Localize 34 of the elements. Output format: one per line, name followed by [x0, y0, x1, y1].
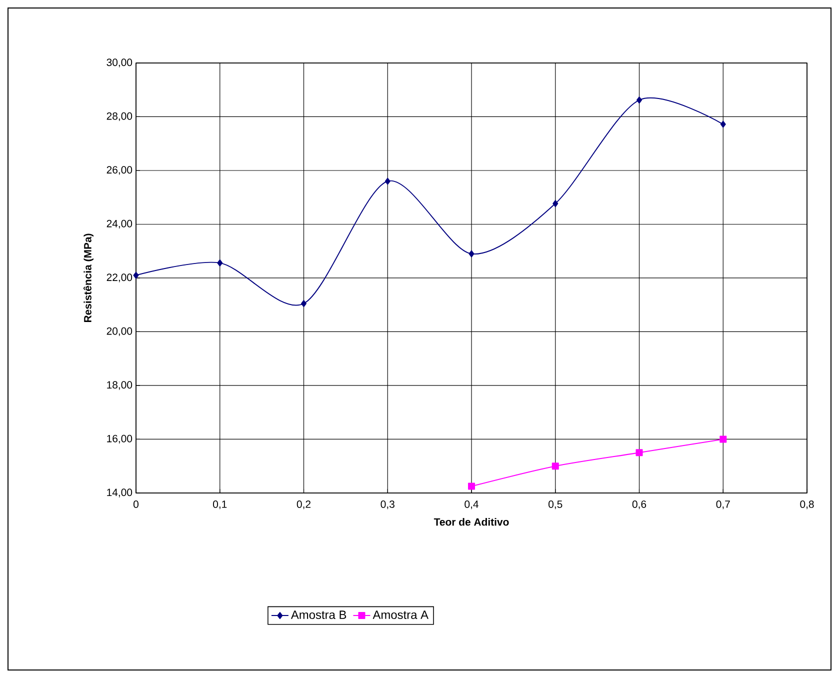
point — [133, 272, 139, 279]
x-tick-label: 0,7 — [716, 500, 730, 510]
x-axis-title: Teor de Aditivo — [434, 518, 509, 526]
y-tick-label: 18,00 — [107, 381, 132, 390]
y-tick-label: 14,00 — [107, 488, 132, 498]
point — [468, 250, 474, 258]
x-tick-label: 0,1 — [213, 500, 227, 510]
legend-label: Amostra B — [290, 610, 346, 620]
point — [552, 462, 559, 470]
y-tick-label: 28,00 — [106, 112, 132, 122]
point — [301, 300, 307, 308]
point — [468, 482, 476, 490]
x-tick-label: 0,3 — [380, 500, 394, 510]
x-tick-label: 0 — [134, 500, 139, 508]
point — [552, 200, 558, 208]
point — [636, 96, 642, 104]
y-tick-label: 22,00 — [106, 274, 132, 282]
x-tick-label: 0,4 — [464, 500, 478, 510]
y-tick-label: 30,00 — [106, 58, 132, 68]
point — [217, 259, 223, 266]
x-tick-label: 0,5 — [548, 500, 562, 510]
point — [384, 178, 390, 185]
point — [636, 449, 643, 456]
point — [720, 120, 726, 128]
legend-label: Amostra A — [372, 610, 428, 620]
y-tick-label: 24,00 — [106, 220, 132, 229]
x-tick-label: 0,8 — [800, 500, 814, 510]
y-axis-title: Resistência (MPa) — [84, 234, 94, 322]
x-tick-label: 0,6 — [632, 500, 646, 510]
x-tick-label: 0,2 — [296, 500, 310, 510]
y-tick-label: 20,00 — [106, 327, 132, 336]
y-tick-label: 16,00 — [107, 434, 132, 444]
point — [720, 436, 727, 443]
y-tick-label: 26,00 — [106, 166, 132, 175]
